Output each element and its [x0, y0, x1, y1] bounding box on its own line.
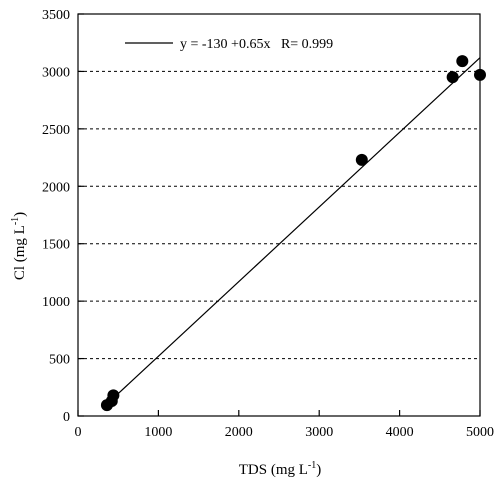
y-tick-label: 0: [63, 410, 70, 425]
x-axis-label: TDS (mg L-1): [239, 460, 322, 478]
y-tick-label: 2500: [42, 123, 70, 138]
legend: y = -130 +0.65x R= 0.999: [125, 37, 333, 52]
fit-line-group: [112, 57, 481, 400]
data-point: [446, 71, 459, 84]
x-tick-label: 0: [75, 425, 82, 440]
y-tick-label: 3000: [42, 65, 70, 80]
x-tick-label: 4000: [386, 425, 414, 440]
y-tick-label: 1000: [42, 295, 70, 310]
x-axis: 0 1000 2000 3000 4000 5000: [75, 410, 494, 440]
data-points: [100, 55, 486, 412]
fit-line: [112, 57, 481, 400]
plot-frame: [77, 13, 481, 417]
x-tick-label: 2000: [225, 425, 253, 440]
legend-text: y = -130 +0.65x R= 0.999: [180, 37, 333, 52]
grid-lines: [78, 70, 480, 360]
y-tick-label: 3500: [42, 8, 70, 23]
x-tick-label: 5000: [466, 425, 494, 440]
data-point: [107, 389, 120, 402]
data-point: [456, 55, 469, 68]
y-axis-label: Cl (mg L-1): [10, 212, 28, 280]
y-axis: 0 500 1000 1500 2000 2500 3000 3500: [42, 8, 84, 425]
y-tick-label: 1500: [42, 238, 70, 253]
y-tick-label: 2000: [42, 180, 70, 195]
x-tick-label: 3000: [305, 425, 333, 440]
data-point: [355, 153, 368, 166]
x-tick-label: 1000: [144, 425, 172, 440]
y-tick-label: 500: [49, 353, 70, 368]
